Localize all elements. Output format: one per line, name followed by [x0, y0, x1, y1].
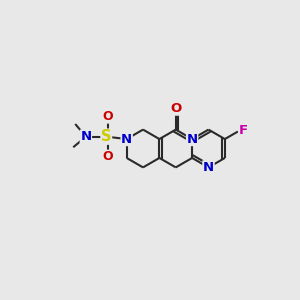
Text: N: N — [121, 133, 132, 146]
Text: S: S — [101, 129, 112, 144]
Text: N: N — [80, 130, 92, 143]
Text: N: N — [203, 161, 214, 174]
Text: F: F — [239, 124, 248, 137]
Text: O: O — [170, 102, 182, 115]
Text: O: O — [102, 110, 113, 123]
Text: O: O — [102, 150, 113, 163]
Text: N: N — [187, 133, 198, 146]
